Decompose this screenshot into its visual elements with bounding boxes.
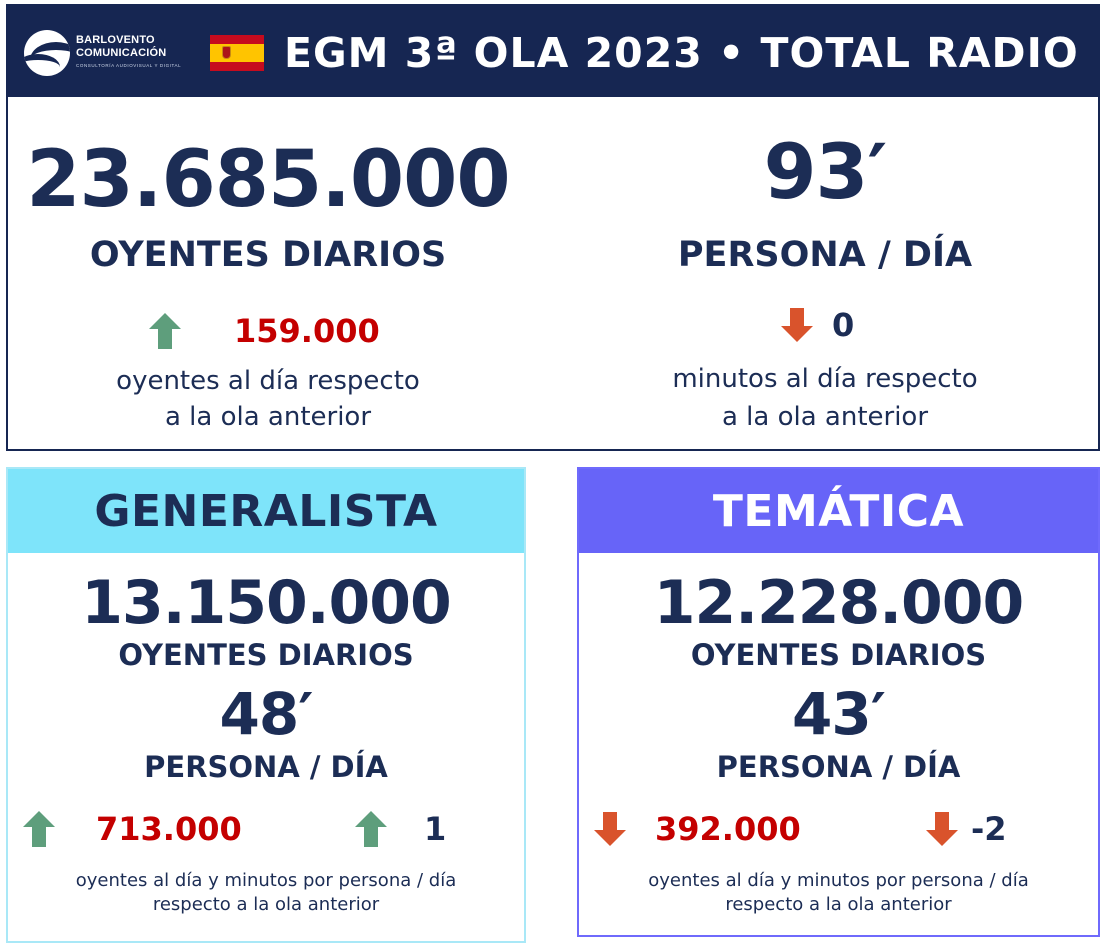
total-radio-panel: 23.685.000 OYENTES DIARIOS 159.000 oyent… bbox=[6, 97, 1100, 451]
tematica-minutes-label: PERSONA / DÍA bbox=[716, 750, 961, 784]
up-arrow-icon bbox=[354, 810, 388, 848]
down-arrow-icon bbox=[593, 811, 627, 847]
total-listeners-change: 159.000 bbox=[148, 309, 380, 353]
tematica-minutes-value: 43′ bbox=[791, 680, 886, 748]
total-listeners-value: 23.685.000 bbox=[26, 135, 510, 225]
total-minutes-change-value: 0 bbox=[832, 306, 855, 344]
generalista-minutes-change: 1 bbox=[354, 807, 446, 851]
barlovento-logo: BARLOVENTO COMUNICACIÓN CONSULTORÍA AUDI… bbox=[24, 30, 186, 76]
generalista-minutes-value: 48′ bbox=[219, 680, 313, 748]
tematica-minutes-change: -2 bbox=[925, 807, 1007, 851]
tematica-minutes-change-value: -2 bbox=[971, 810, 1007, 848]
generalista-listeners-value: 13.150.000 bbox=[81, 568, 452, 638]
spain-flag-icon bbox=[210, 35, 264, 71]
tematica-desc-line1: oyentes al día y minutos por persona / d… bbox=[648, 870, 1029, 891]
tematica-desc-line2: respecto a la ola anterior bbox=[725, 894, 952, 915]
total-minutes-change: 0 bbox=[780, 303, 854, 347]
tematica-title: TEMÁTICA bbox=[579, 469, 1098, 553]
logo-name-line2: COMUNICACIÓN bbox=[76, 47, 167, 59]
generalista-listeners-label: OYENTES DIARIOS bbox=[118, 638, 414, 672]
generalista-title: GENERALISTA bbox=[8, 469, 524, 553]
total-listeners-label: OYENTES DIARIOS bbox=[89, 235, 447, 275]
generalista-minutes-label: PERSONA / DÍA bbox=[144, 750, 388, 784]
total-listeners-desc-line2: a la ola anterior bbox=[164, 402, 372, 432]
generalista-panel: GENERALISTA 13.150.000 OYENTES DIARIOS 4… bbox=[6, 467, 526, 943]
generalista-desc-line1: oyentes al día y minutos por persona / d… bbox=[75, 870, 457, 891]
total-minutes-value: 93′ bbox=[763, 127, 888, 216]
total-listeners-change-value: 159.000 bbox=[234, 312, 380, 350]
logo-name: BARLOVENTO COMUNICACIÓN bbox=[76, 34, 166, 60]
page-title: EGM 3ª OLA 2023 • TOTAL RADIO bbox=[284, 29, 1079, 77]
generalista-listeners-change: 713.000 bbox=[22, 807, 242, 851]
tematica-listeners-change: 392.000 bbox=[593, 807, 801, 851]
total-minutes-desc-line1: minutos al día respecto bbox=[672, 364, 978, 394]
logo-name-line1: BARLOVENTO bbox=[76, 34, 155, 46]
generalista-minutes-change-value: 1 bbox=[424, 810, 447, 848]
logo-tagline: CONSULTORÍA AUDIOVISUAL Y DIGITAL bbox=[76, 63, 182, 68]
tematica-listeners-value: 12.228.000 bbox=[653, 568, 1025, 638]
total-minutes-label: PERSONA / DÍA bbox=[677, 235, 973, 275]
tematica-panel: TEMÁTICA 12.228.000 OYENTES DIARIOS 43′ … bbox=[577, 467, 1100, 937]
tematica-listeners-change-value: 392.000 bbox=[655, 810, 801, 848]
down-arrow-icon bbox=[925, 811, 959, 847]
total-listeners-desc-line1: oyentes al día respecto bbox=[116, 366, 420, 396]
generalista-desc-line2: respecto a la ola anterior bbox=[152, 894, 380, 915]
tematica-listeners-label: OYENTES DIARIOS bbox=[690, 638, 987, 672]
up-arrow-icon bbox=[22, 810, 56, 848]
generalista-listeners-change-value: 713.000 bbox=[96, 810, 242, 848]
up-arrow-icon bbox=[148, 312, 182, 350]
down-arrow-icon bbox=[780, 307, 814, 343]
barlovento-logo-icon bbox=[24, 30, 70, 76]
total-minutes-desc-line2: a la ola anterior bbox=[721, 402, 929, 432]
header-bar: BARLOVENTO COMUNICACIÓN CONSULTORÍA AUDI… bbox=[6, 4, 1100, 98]
